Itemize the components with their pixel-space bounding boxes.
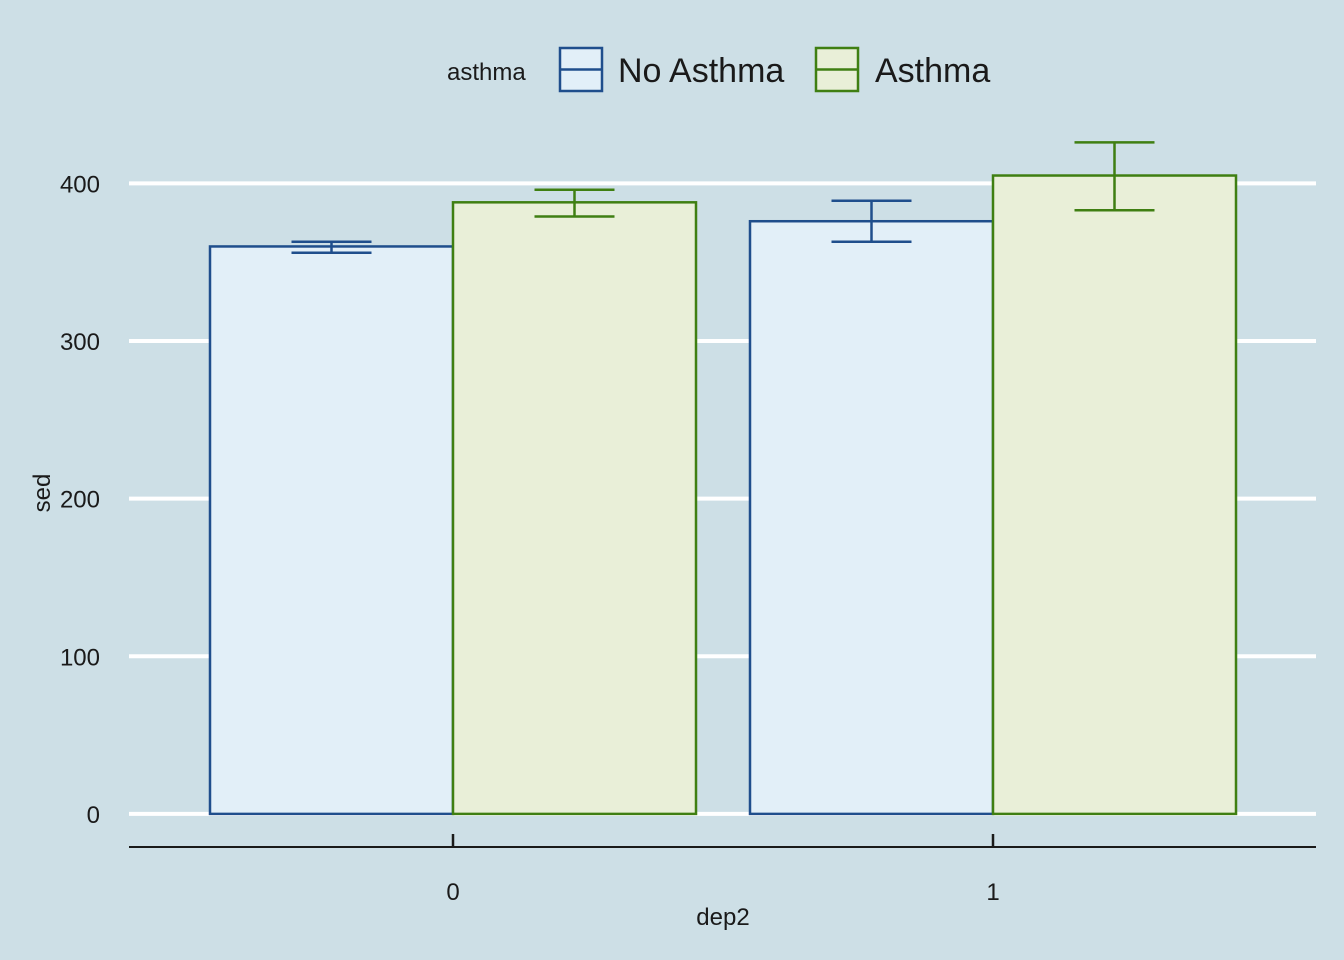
- y-tick-labels: 0 100 200 300 400: [60, 171, 100, 828]
- bar-asthma-1: [991, 174, 1238, 816]
- bar-no-asthma-1: [748, 219, 995, 816]
- error-bar-no-asthma-1: [831, 199, 912, 243]
- x-axis-title: dep2: [696, 904, 749, 931]
- legend: asthma No Asthma Asthma: [447, 46, 990, 93]
- error-bar-asthma-0: [534, 188, 615, 218]
- bar-asthma-0: [451, 201, 698, 816]
- y-tick-label: 300: [60, 329, 100, 356]
- y-axis-title: sed: [29, 474, 56, 513]
- x-tick-label: 1: [986, 879, 999, 906]
- legend-label-no-asthma: No Asthma: [618, 52, 784, 90]
- legend-item-no-asthma[interactable]: No Asthma: [558, 46, 784, 93]
- error-bars: [291, 141, 1155, 255]
- x-tick-label: 0: [446, 879, 459, 906]
- bar-no-asthma-0: [208, 245, 455, 816]
- y-tick-label: 400: [60, 171, 100, 198]
- legend-title: asthma: [447, 59, 526, 86]
- bars: [208, 174, 1238, 816]
- y-tick-label: 200: [60, 487, 100, 514]
- error-bar-no-asthma-0: [291, 240, 372, 255]
- legend-label-asthma: Asthma: [875, 52, 990, 90]
- y-tick-label: 0: [87, 802, 100, 829]
- y-tick-label: 100: [60, 644, 100, 671]
- error-bar-asthma-1: [1074, 141, 1155, 212]
- legend-item-asthma[interactable]: Asthma: [814, 46, 990, 93]
